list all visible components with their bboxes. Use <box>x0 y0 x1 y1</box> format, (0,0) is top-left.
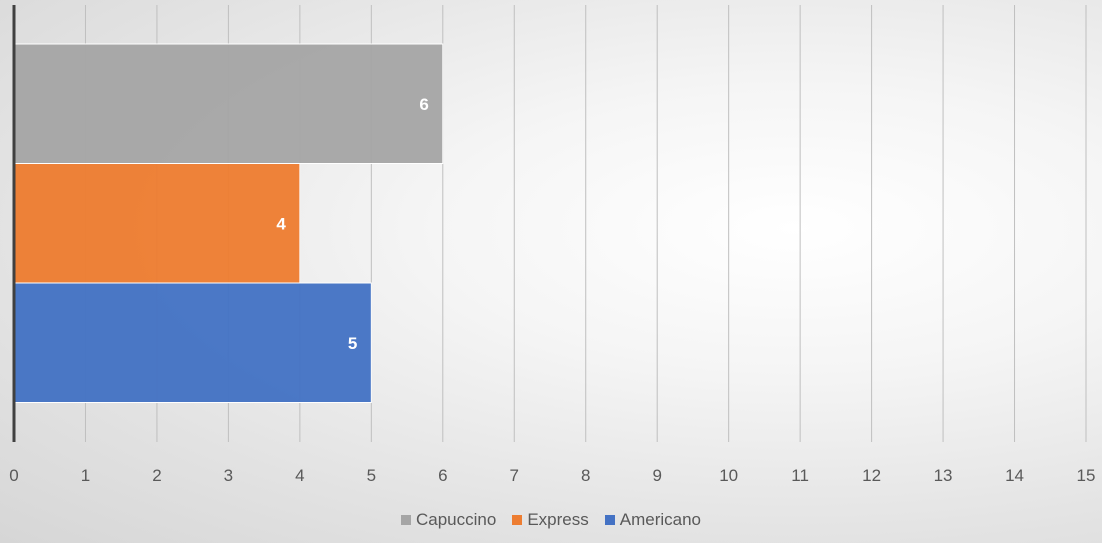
x-tick-label: 15 <box>1077 466 1096 485</box>
bar-americano[interactable] <box>13 282 372 403</box>
x-tick-label: 11 <box>791 466 809 485</box>
x-tick-label: 7 <box>510 466 519 485</box>
legend-item-express[interactable]: Express <box>512 510 589 530</box>
x-tick-label: 8 <box>581 466 590 485</box>
legend-label: Express <box>527 510 589 529</box>
legend-swatch <box>604 515 615 525</box>
x-tick-label: 14 <box>1005 466 1024 485</box>
value-axis: 0 1 2 3 4 5 6 7 8 9 10 11 12 13 14 15 <box>9 5 1095 485</box>
legend: Capuccino Express Americano <box>0 510 1102 530</box>
x-tick-label: 2 <box>152 466 161 485</box>
legend-swatch <box>512 515 523 525</box>
bar-capuccino[interactable] <box>13 43 444 164</box>
x-tick-label: 10 <box>719 466 738 485</box>
x-tick-label: 3 <box>224 466 233 485</box>
legend-item-americano[interactable]: Americano <box>604 510 701 530</box>
bars: 6 4 5 <box>13 43 444 403</box>
data-label: 4 <box>276 214 286 233</box>
bar-express[interactable] <box>13 163 301 284</box>
x-tick-label: 12 <box>862 466 881 485</box>
x-tick-label: 6 <box>438 466 447 485</box>
data-label: 6 <box>419 95 428 114</box>
legend-label: Americano <box>619 510 701 529</box>
x-tick-label: 0 <box>9 466 18 485</box>
legend-item-capuccino[interactable]: Capuccino <box>400 510 497 530</box>
legend-swatch <box>400 515 411 525</box>
legend-label: Capuccino <box>415 510 497 529</box>
x-tick-label: 1 <box>81 466 90 485</box>
x-tick-label: 9 <box>652 466 661 485</box>
data-label: 5 <box>348 334 357 353</box>
x-tick-label: 13 <box>934 466 953 485</box>
x-tick-label: 5 <box>367 466 376 485</box>
x-tick-label: 4 <box>295 466 304 485</box>
